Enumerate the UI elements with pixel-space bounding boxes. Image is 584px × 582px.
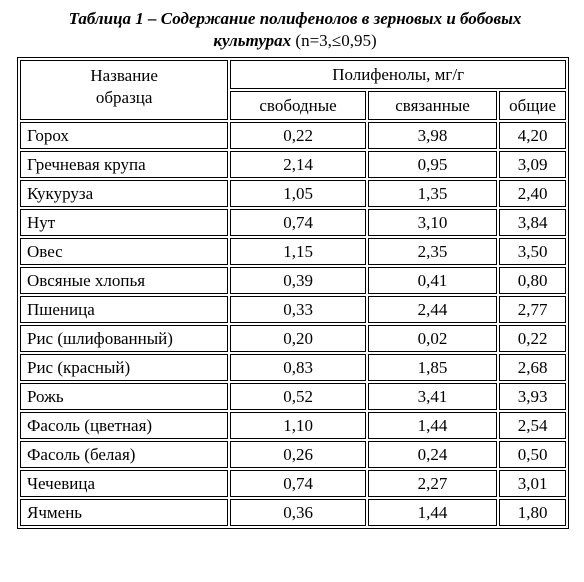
group-header: Полифенолы, мг/г <box>230 60 566 89</box>
value-cell: 0,33 <box>230 296 366 323</box>
value-cell: 0,74 <box>230 470 366 497</box>
sample-name: Кукуруза <box>20 180 229 207</box>
caption-title: Таблица 1 – Содержание полифенолов в зер… <box>68 9 522 50</box>
sample-name: Рожь <box>20 383 229 410</box>
value-cell: 1,10 <box>230 412 366 439</box>
table-row: Горох 0,22 3,98 4,20 <box>20 122 566 149</box>
value-cell: 2,40 <box>499 180 566 207</box>
sample-name: Фасоль (белая) <box>20 441 229 468</box>
value-cell: 3,09 <box>499 151 566 178</box>
value-cell: 0,52 <box>230 383 366 410</box>
value-cell: 3,01 <box>499 470 566 497</box>
value-cell: 1,44 <box>367 499 498 526</box>
table-row: Овес 1,15 2,35 3,50 <box>20 238 566 265</box>
sample-name: Рис (красный) <box>20 354 229 381</box>
value-cell: 0,20 <box>230 325 366 352</box>
value-cell: 0,74 <box>230 209 366 236</box>
sample-name: Нут <box>20 209 229 236</box>
table-row: Рожь 0,52 3,41 3,93 <box>20 383 566 410</box>
table-row: Фасоль (белая) 0,26 0,24 0,50 <box>20 441 566 468</box>
value-cell: 2,68 <box>499 354 566 381</box>
value-cell: 0,39 <box>230 267 366 294</box>
table-row: Рис (красный) 0,83 1,85 2,68 <box>20 354 566 381</box>
value-cell: 0,50 <box>499 441 566 468</box>
value-cell: 2,14 <box>230 151 366 178</box>
sample-name: Гречневая крупа <box>20 151 229 178</box>
sub-header: свободные <box>230 91 366 120</box>
value-cell: 3,98 <box>367 122 498 149</box>
sample-name: Фасоль (цветная) <box>20 412 229 439</box>
value-cell: 4,20 <box>499 122 566 149</box>
value-cell: 0,26 <box>230 441 366 468</box>
value-cell: 3,84 <box>499 209 566 236</box>
sample-name: Овес <box>20 238 229 265</box>
value-cell: 0,02 <box>367 325 498 352</box>
value-cell: 1,85 <box>367 354 498 381</box>
table-row: Кукуруза 1,05 1,35 2,40 <box>20 180 566 207</box>
table-row: Нут 0,74 3,10 3,84 <box>20 209 566 236</box>
value-cell: 2,35 <box>367 238 498 265</box>
value-cell: 0,22 <box>230 122 366 149</box>
value-cell: 2,77 <box>499 296 566 323</box>
value-cell: 1,15 <box>230 238 366 265</box>
polyphenol-table: Название образца Полифенолы, мг/г свобод… <box>17 57 569 529</box>
value-cell: 2,54 <box>499 412 566 439</box>
table-row: Пшеница 0,33 2,44 2,77 <box>20 296 566 323</box>
value-cell: 0,95 <box>367 151 498 178</box>
sample-name: Пшеница <box>20 296 229 323</box>
value-cell: 1,80 <box>499 499 566 526</box>
caption-condition: (n=3,≤0,95) <box>295 31 377 50</box>
table-row: Овсяные хлопья 0,39 0,41 0,80 <box>20 267 566 294</box>
table-row: Чечевица 0,74 2,27 3,01 <box>20 470 566 497</box>
value-cell: 3,41 <box>367 383 498 410</box>
table-row: Гречневая крупа 2,14 0,95 3,09 <box>20 151 566 178</box>
sample-name: Горох <box>20 122 229 149</box>
table-row: Фасоль (цветная) 1,10 1,44 2,54 <box>20 412 566 439</box>
table-caption: Таблица 1 – Содержание полифенолов в зер… <box>60 8 530 52</box>
value-cell: 0,22 <box>499 325 566 352</box>
table-row: Ячмень 0,36 1,44 1,80 <box>20 499 566 526</box>
name-header: Название образца <box>20 60 229 120</box>
sample-name: Овсяные хлопья <box>20 267 229 294</box>
value-cell: 0,24 <box>367 441 498 468</box>
sub-header: связанные <box>367 91 498 120</box>
table-row: Рис (шлифованный) 0,20 0,02 0,22 <box>20 325 566 352</box>
value-cell: 1,35 <box>367 180 498 207</box>
value-cell: 1,44 <box>367 412 498 439</box>
sample-name: Чечевица <box>20 470 229 497</box>
value-cell: 3,50 <box>499 238 566 265</box>
value-cell: 3,10 <box>367 209 498 236</box>
sample-name: Ячмень <box>20 499 229 526</box>
value-cell: 2,44 <box>367 296 498 323</box>
table-body: Горох 0,22 3,98 4,20 Гречневая крупа 2,14 0,95… <box>20 122 566 526</box>
value-cell: 1,05 <box>230 180 366 207</box>
value-cell: 0,41 <box>367 267 498 294</box>
value-cell: 0,80 <box>499 267 566 294</box>
sub-header: общие <box>499 91 566 120</box>
value-cell: 0,83 <box>230 354 366 381</box>
value-cell: 2,27 <box>367 470 498 497</box>
value-cell: 3,93 <box>499 383 566 410</box>
value-cell: 0,36 <box>230 499 366 526</box>
sample-name: Рис (шлифованный) <box>20 325 229 352</box>
